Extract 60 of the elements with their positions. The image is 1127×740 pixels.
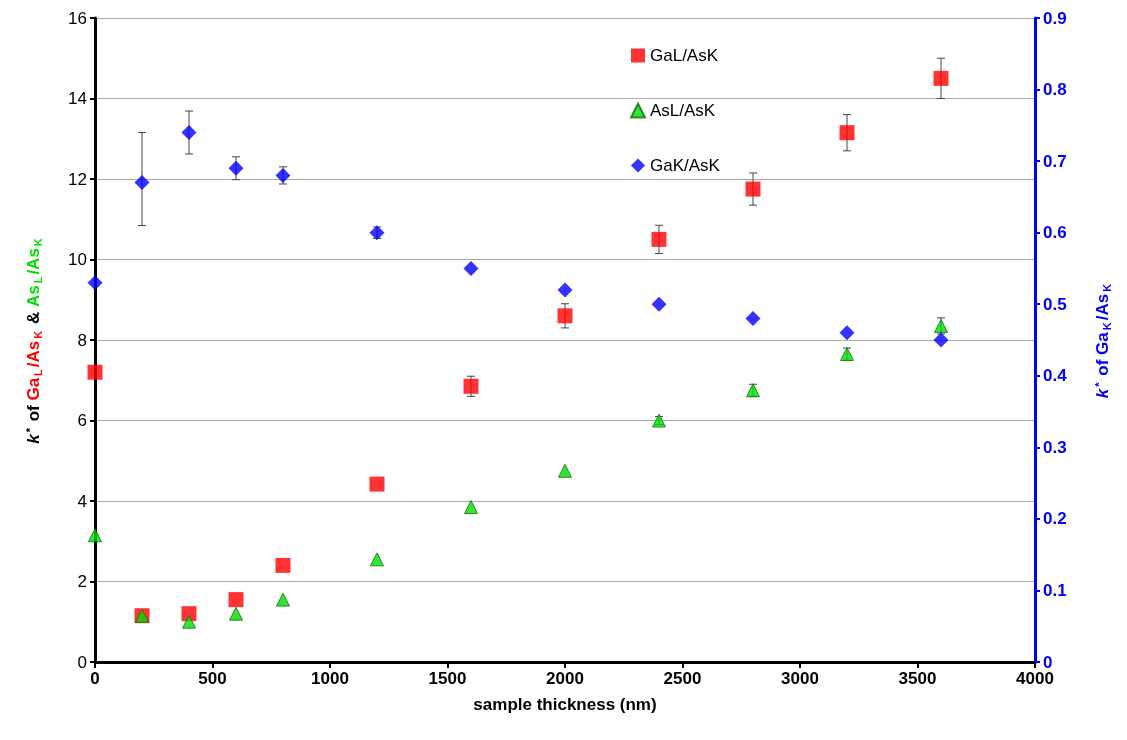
point — [745, 181, 761, 197]
y-tick-label: 8 — [77, 330, 87, 350]
x-tick-label: 3500 — [898, 669, 937, 688]
y2-axis-title: k* of GaK/AsK — [1092, 283, 1113, 399]
point — [557, 308, 573, 324]
x-tick-label: 0 — [90, 669, 100, 688]
y-tick-label: 14 — [68, 89, 87, 108]
point — [464, 500, 478, 515]
y2-tick-label: 0.2 — [1043, 509, 1067, 529]
point — [275, 557, 291, 573]
y2-tick-label: 0.9 — [1043, 8, 1067, 28]
point — [370, 552, 384, 567]
point — [228, 592, 244, 608]
point — [88, 528, 102, 543]
y2-tick-label: 0.3 — [1043, 437, 1067, 457]
y-tick-label: 12 — [68, 169, 87, 189]
point — [651, 296, 667, 312]
y2-tick-label: 0.4 — [1043, 366, 1068, 386]
point — [463, 260, 479, 276]
point — [839, 125, 855, 141]
point — [228, 160, 244, 176]
y2-tick-label: 0.7 — [1043, 151, 1067, 171]
y-tick-label: 2 — [77, 572, 87, 591]
point — [745, 311, 761, 327]
y2-tick-label: 0 — [1043, 652, 1053, 672]
y-tick-label: 0 — [77, 652, 87, 672]
point — [181, 124, 197, 140]
point — [558, 463, 572, 478]
point — [87, 275, 103, 291]
y2-tick-label: 0.6 — [1043, 223, 1067, 243]
legend-label: GaL/AsK — [650, 46, 719, 65]
x-tick-label: 3000 — [781, 669, 819, 688]
y-tick-label: 16 — [68, 8, 87, 28]
y2-tick-label: 0.8 — [1043, 80, 1067, 100]
x-axis-title: sample thickness (nm) — [473, 695, 657, 714]
y2-tick-label: 0.5 — [1043, 294, 1067, 314]
x-tick-label: 500 — [198, 669, 227, 688]
y-tick-label: 4 — [77, 491, 87, 511]
point — [276, 592, 290, 607]
x-tick-label: 1000 — [311, 669, 349, 688]
text: k* of GaL/AsK & AsL/AsK — [23, 238, 44, 444]
point — [839, 325, 855, 341]
point — [933, 332, 949, 348]
legend-label: GaK/AsK — [650, 156, 721, 175]
x-tick-label: 1500 — [428, 669, 467, 688]
x-tick-label: 2500 — [663, 669, 702, 688]
point — [369, 476, 385, 492]
legend-label: AsL/AsK — [650, 101, 716, 120]
point — [134, 175, 150, 191]
y2-tick-label: 0.1 — [1043, 580, 1067, 600]
y-tick-label: 6 — [77, 411, 87, 430]
x-tick-label: 4000 — [1016, 669, 1054, 688]
x-tick-label: 2000 — [546, 669, 584, 688]
y-tick-label: 10 — [68, 250, 87, 269]
point — [933, 70, 949, 86]
point — [557, 282, 573, 298]
point — [651, 231, 667, 247]
point — [87, 364, 103, 380]
point — [229, 606, 243, 621]
point — [182, 614, 196, 629]
